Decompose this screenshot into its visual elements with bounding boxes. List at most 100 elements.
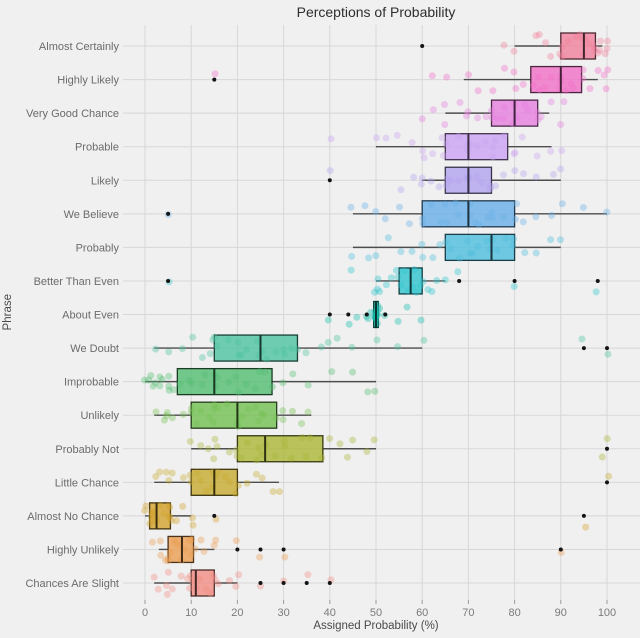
jitter-point <box>428 72 436 80</box>
jitter-point <box>443 73 451 81</box>
jitter-point <box>211 576 219 584</box>
jitter-point <box>213 373 221 381</box>
outlier-dot <box>605 346 609 351</box>
jitter-point <box>410 173 418 181</box>
outlier-dot <box>212 513 217 518</box>
jitter-point <box>521 100 529 108</box>
jitter-point <box>232 373 240 381</box>
jitter-point <box>279 407 287 415</box>
jitter-point <box>456 98 464 106</box>
jitter-point <box>429 254 437 262</box>
jitter-point <box>272 414 280 422</box>
jitter-point <box>382 281 390 289</box>
jitter-point <box>162 582 170 590</box>
jitter-point <box>149 382 157 390</box>
jitter-point <box>197 442 205 450</box>
jitter-point <box>447 177 455 185</box>
jitter-point <box>146 520 154 528</box>
jitter-point <box>206 589 214 597</box>
jitter-point <box>603 435 611 443</box>
jitter-point <box>336 440 344 448</box>
outlier-dot <box>512 278 517 283</box>
jitter-point <box>400 267 408 275</box>
jitter-point <box>579 66 587 74</box>
jitter-point <box>154 585 162 593</box>
jitter-point <box>165 386 173 394</box>
jitter-point <box>302 453 310 461</box>
jitter-point <box>253 456 261 464</box>
jitter-point <box>157 551 165 559</box>
jitter-point <box>579 203 587 211</box>
jitter-point <box>324 316 332 324</box>
outlier-dot <box>383 312 388 317</box>
jitter-point <box>289 370 297 378</box>
x-tick-label: 0 <box>142 607 148 619</box>
jitter-point <box>151 379 159 387</box>
jitter-point <box>317 343 325 351</box>
jitter-point <box>210 333 218 341</box>
jitter-point <box>287 454 295 462</box>
box-highly-likely <box>530 65 583 94</box>
jitter-point <box>185 377 193 385</box>
jitter-point <box>263 355 271 363</box>
jitter-point <box>604 66 612 74</box>
jitter-point <box>529 81 537 89</box>
jitter-point <box>187 409 195 417</box>
jitter-point <box>186 572 194 580</box>
jitter-point <box>600 71 608 79</box>
jitter-point <box>502 235 510 243</box>
jitter-point <box>441 120 449 128</box>
jitter-point <box>483 237 491 245</box>
jitter-point <box>326 435 334 443</box>
jitter-point <box>161 556 169 564</box>
jitter-point <box>520 170 528 178</box>
jitter-point <box>189 577 197 585</box>
jitter-point <box>429 106 437 114</box>
jitter-point <box>556 236 564 244</box>
jitter-point <box>268 383 276 391</box>
jitter-point <box>524 106 532 114</box>
jitter-point <box>256 368 264 376</box>
box-chances-are-slight <box>190 569 215 597</box>
jitter-point <box>251 385 259 393</box>
jitter-point <box>204 445 212 453</box>
jitter-point <box>165 382 173 390</box>
jitter-point <box>547 98 555 106</box>
jitter-point <box>463 112 471 120</box>
jitter-point <box>234 338 242 346</box>
jitter-point <box>148 513 156 521</box>
category-label: We Believe <box>64 209 119 221</box>
jitter-point <box>188 404 196 412</box>
jitter-point <box>443 174 451 182</box>
jitter-point <box>211 70 219 78</box>
jitter-point <box>511 167 519 175</box>
jitter-point <box>167 517 175 525</box>
jitter-point <box>548 211 556 219</box>
jitter-point <box>417 316 425 324</box>
jitter-point <box>191 545 199 553</box>
outlier-dot <box>327 581 332 585</box>
jitter-point <box>474 142 482 150</box>
jitter-point <box>210 405 218 413</box>
jitter-point <box>233 452 241 460</box>
jitter-point <box>160 416 168 424</box>
outlier-dot <box>605 446 609 451</box>
outlier-dot <box>281 581 286 585</box>
jitter-point <box>364 388 372 396</box>
y-axis-title: Phrase <box>2 294 14 331</box>
jitter-point <box>168 469 176 477</box>
jitter-point <box>454 268 462 276</box>
jitter-point <box>141 506 149 514</box>
jitter-point <box>579 34 587 42</box>
outlier-dot <box>281 547 286 552</box>
jitter-point <box>258 474 266 482</box>
jitter-point <box>509 241 517 249</box>
jitter-point <box>403 303 411 311</box>
jitter-point <box>349 436 357 444</box>
jitter-point <box>492 136 500 144</box>
jitter-point <box>442 140 450 148</box>
jitter-point <box>210 401 218 409</box>
jitter-point <box>156 468 164 476</box>
jitter-point <box>226 478 234 486</box>
jitter-point <box>156 373 164 381</box>
